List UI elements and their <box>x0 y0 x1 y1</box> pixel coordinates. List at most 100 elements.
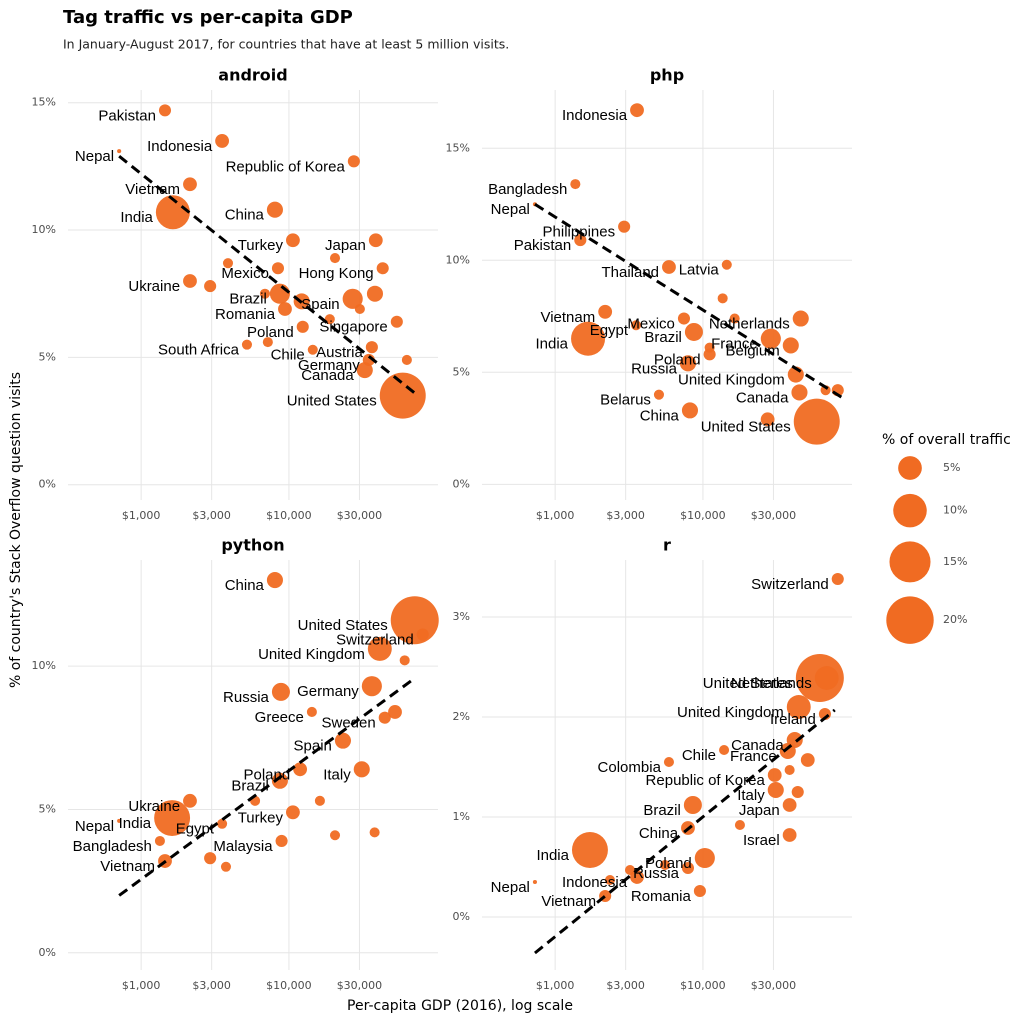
point <box>220 861 232 872</box>
x-tick-label: $1,000 <box>536 979 575 992</box>
point-label: Vietnam <box>540 309 595 326</box>
x-tick-label: $3,000 <box>192 979 231 992</box>
point-label: Italy <box>737 787 765 804</box>
legend-title: % of overall traffic <box>882 432 1011 448</box>
point <box>204 852 217 865</box>
point <box>721 259 732 270</box>
point-label: Poland <box>247 324 294 341</box>
point-label: Chile <box>682 747 716 764</box>
point-label: China <box>639 825 679 842</box>
point-label: Brazil <box>643 802 681 819</box>
point-label: Ukraine <box>128 278 180 295</box>
y-tick-label: 3% <box>453 610 470 623</box>
legend-label: 15% <box>943 555 967 568</box>
point-label: United States <box>298 617 388 634</box>
x-tick-label: $3,000 <box>192 509 231 522</box>
facet-title: android <box>218 66 287 85</box>
facet-title: php <box>650 66 684 85</box>
x-tick-label: $1,000 <box>536 509 575 522</box>
point <box>347 155 360 168</box>
point-label: Thailand <box>601 264 659 281</box>
y-axis-label: % of country's Stack Overflow question v… <box>8 372 24 688</box>
point-label: Spain <box>301 296 339 313</box>
point <box>624 864 636 876</box>
point <box>293 762 308 777</box>
trend-line <box>533 708 836 955</box>
x-tick-label: $30,000 <box>337 509 383 522</box>
point <box>679 355 697 372</box>
point <box>784 764 795 776</box>
trend-line <box>118 679 413 897</box>
point-label: Germany <box>297 683 359 700</box>
point <box>416 628 429 641</box>
point-label: Netherlands <box>731 675 812 692</box>
point <box>306 706 317 717</box>
point <box>681 861 695 875</box>
point-label: Romania <box>631 888 692 905</box>
point <box>791 384 808 401</box>
x-axis-label: Per-capita GDP (2016), log scale <box>347 998 573 1014</box>
x-tick-label: $10,000 <box>680 509 726 522</box>
point <box>677 312 690 325</box>
y-tick-label: 0% <box>39 946 56 959</box>
point-label: Romania <box>215 306 276 323</box>
x-tick-label: $1,000 <box>122 979 161 992</box>
point <box>314 795 325 806</box>
point-label: Mexico <box>627 315 675 332</box>
point <box>155 195 190 230</box>
point-label: Japan <box>739 802 780 819</box>
point <box>117 818 122 823</box>
y-tick-label: 0% <box>453 477 470 490</box>
point-label: Indonesia <box>562 874 628 891</box>
point <box>356 362 373 379</box>
point-label: Bangladesh <box>73 838 152 855</box>
point-label: Philippines <box>543 224 616 241</box>
point <box>241 339 252 350</box>
point <box>286 805 300 820</box>
point <box>831 572 844 586</box>
point <box>379 372 426 419</box>
legend-circle <box>893 493 927 528</box>
point-label: France <box>730 748 777 765</box>
point <box>704 342 715 353</box>
point <box>354 303 365 315</box>
point-label: India <box>536 847 569 864</box>
point-label: China <box>640 407 680 424</box>
point <box>683 795 702 815</box>
x-tick-label: $3,000 <box>606 979 645 992</box>
point-label: Russia <box>633 865 680 882</box>
point <box>154 800 191 837</box>
chart-title: Tag traffic vs per-capita GDP <box>63 7 353 28</box>
x-tick-label: $3,000 <box>606 509 645 522</box>
point <box>782 337 799 354</box>
point-label: United States <box>701 419 791 436</box>
point <box>117 149 122 154</box>
y-tick-label: 0% <box>453 910 470 923</box>
point <box>215 134 230 148</box>
point <box>767 768 782 782</box>
point <box>604 874 616 886</box>
point-label: Greece <box>255 709 304 726</box>
point <box>390 315 403 328</box>
point <box>663 756 674 768</box>
point-label: United Kingdom <box>678 372 785 389</box>
point <box>334 732 351 749</box>
point-label: Malaysia <box>213 838 273 855</box>
point <box>271 772 288 789</box>
point-label: Vietnam <box>100 858 155 875</box>
point-label: Brazil <box>231 778 269 795</box>
point-label: Pakistan <box>514 237 572 254</box>
y-tick-label: 5% <box>39 802 56 815</box>
point-label: Republic of Korea <box>226 158 346 175</box>
point <box>399 655 410 666</box>
point <box>266 201 283 218</box>
point-label: Pakistan <box>98 107 156 124</box>
point-label: United Kingdom <box>258 646 365 663</box>
point <box>662 260 676 274</box>
legend-label: 20% <box>943 613 967 626</box>
point-label: Turkey <box>238 809 284 826</box>
point <box>598 304 613 319</box>
y-tick-label: 10% <box>32 659 56 672</box>
legend-circle <box>886 596 934 644</box>
point-label: Belarus <box>600 392 651 409</box>
